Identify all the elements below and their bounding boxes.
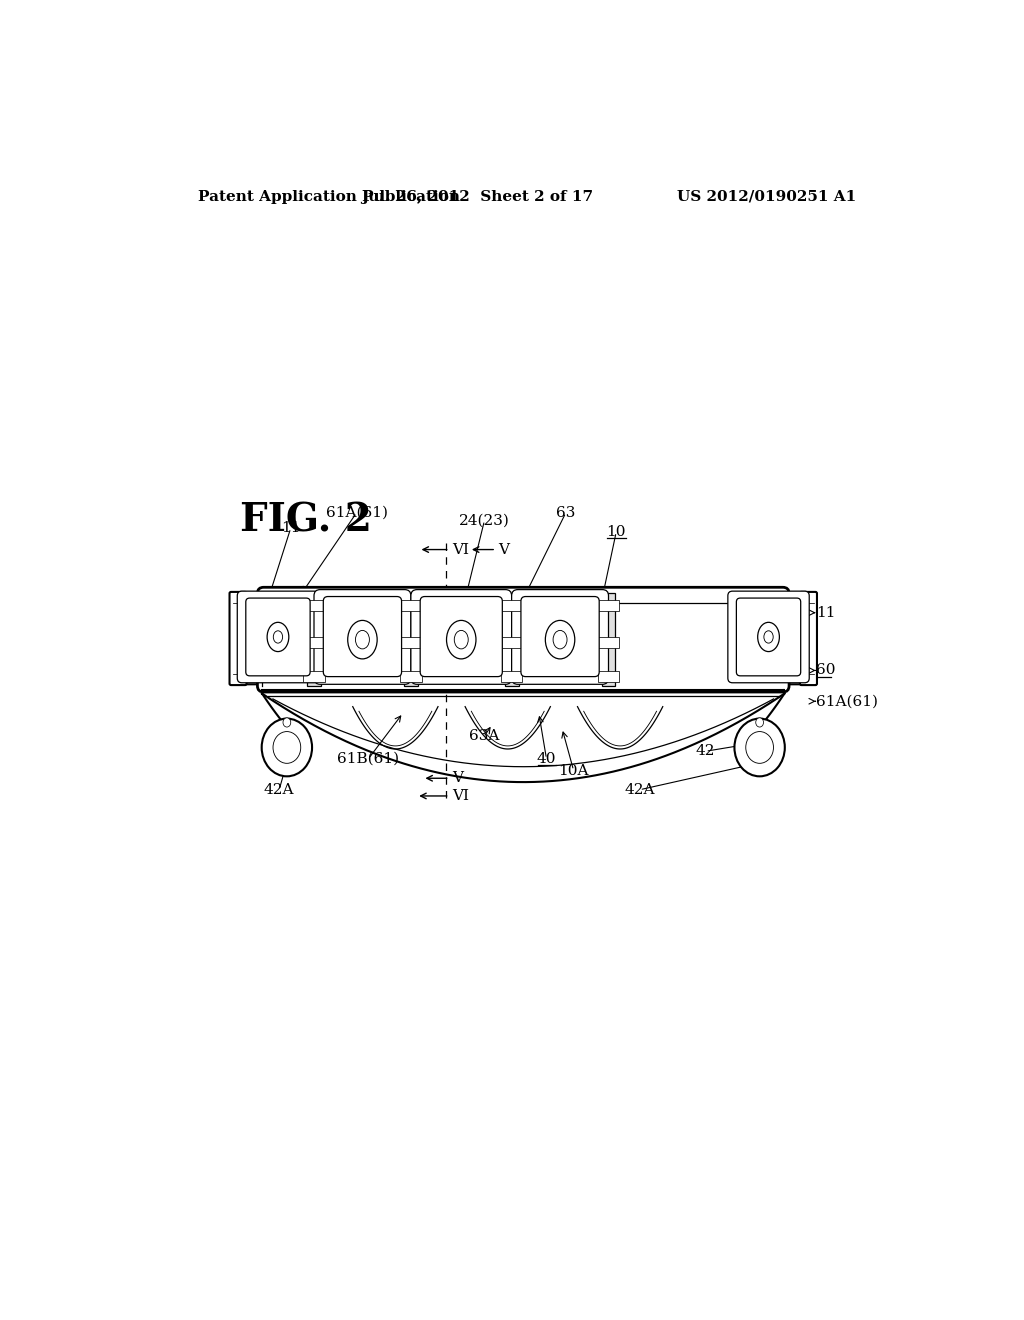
- FancyBboxPatch shape: [512, 590, 608, 684]
- Text: V: V: [452, 771, 463, 785]
- Ellipse shape: [273, 631, 283, 643]
- Ellipse shape: [283, 718, 291, 727]
- Text: 24(23): 24(23): [459, 513, 510, 527]
- Bar: [400, 671, 422, 682]
- Ellipse shape: [455, 631, 468, 649]
- FancyBboxPatch shape: [800, 591, 817, 685]
- FancyBboxPatch shape: [324, 597, 401, 677]
- Bar: [303, 638, 325, 648]
- Ellipse shape: [355, 631, 370, 649]
- Text: VI: VI: [452, 543, 469, 557]
- Text: V: V: [499, 543, 510, 557]
- Ellipse shape: [546, 620, 574, 659]
- Ellipse shape: [267, 622, 289, 652]
- FancyBboxPatch shape: [238, 591, 318, 682]
- FancyBboxPatch shape: [257, 587, 790, 692]
- Ellipse shape: [348, 620, 377, 659]
- Ellipse shape: [553, 631, 567, 649]
- Ellipse shape: [262, 718, 312, 776]
- Text: 61A(61): 61A(61): [326, 506, 388, 520]
- Text: Patent Application Publication: Patent Application Publication: [198, 190, 460, 203]
- Text: 11: 11: [281, 521, 300, 535]
- Bar: [501, 638, 522, 648]
- Bar: [598, 601, 620, 611]
- FancyBboxPatch shape: [246, 598, 310, 676]
- Text: 11: 11: [816, 606, 836, 619]
- Ellipse shape: [446, 620, 476, 659]
- Bar: [601, 594, 615, 686]
- Bar: [598, 638, 620, 648]
- FancyBboxPatch shape: [521, 597, 599, 677]
- FancyBboxPatch shape: [769, 595, 809, 684]
- Text: 63: 63: [556, 506, 575, 520]
- Text: 61B(61): 61B(61): [337, 752, 399, 766]
- Ellipse shape: [756, 718, 764, 727]
- FancyBboxPatch shape: [238, 595, 278, 684]
- Text: 61A(61): 61A(61): [816, 694, 879, 709]
- Ellipse shape: [273, 731, 301, 763]
- Ellipse shape: [734, 718, 784, 776]
- Bar: [400, 638, 422, 648]
- FancyBboxPatch shape: [728, 591, 809, 682]
- Bar: [501, 671, 522, 682]
- Text: 60: 60: [816, 664, 836, 677]
- Text: 10A: 10A: [558, 763, 589, 777]
- Bar: [307, 594, 321, 686]
- Bar: [501, 601, 522, 611]
- Text: Jul. 26, 2012  Sheet 2 of 17: Jul. 26, 2012 Sheet 2 of 17: [360, 190, 593, 203]
- Text: 10: 10: [606, 525, 626, 539]
- FancyBboxPatch shape: [411, 590, 512, 684]
- Bar: [598, 671, 620, 682]
- FancyBboxPatch shape: [314, 590, 411, 684]
- Text: 63A: 63A: [469, 729, 500, 743]
- Text: VI: VI: [452, 789, 469, 803]
- Text: 42A: 42A: [625, 783, 654, 797]
- Ellipse shape: [758, 622, 779, 652]
- Text: 42A: 42A: [264, 783, 294, 797]
- Text: FIG. 2: FIG. 2: [241, 502, 373, 540]
- FancyBboxPatch shape: [229, 591, 247, 685]
- Bar: [303, 601, 325, 611]
- Ellipse shape: [745, 731, 773, 763]
- Text: 42: 42: [695, 744, 715, 758]
- Bar: [505, 594, 518, 686]
- FancyBboxPatch shape: [736, 598, 801, 676]
- Text: US 2012/0190251 A1: US 2012/0190251 A1: [677, 190, 856, 203]
- FancyBboxPatch shape: [420, 597, 503, 677]
- Text: 40: 40: [537, 752, 556, 766]
- Bar: [403, 594, 418, 686]
- Bar: [400, 601, 422, 611]
- Bar: [303, 671, 325, 682]
- Ellipse shape: [764, 631, 773, 643]
